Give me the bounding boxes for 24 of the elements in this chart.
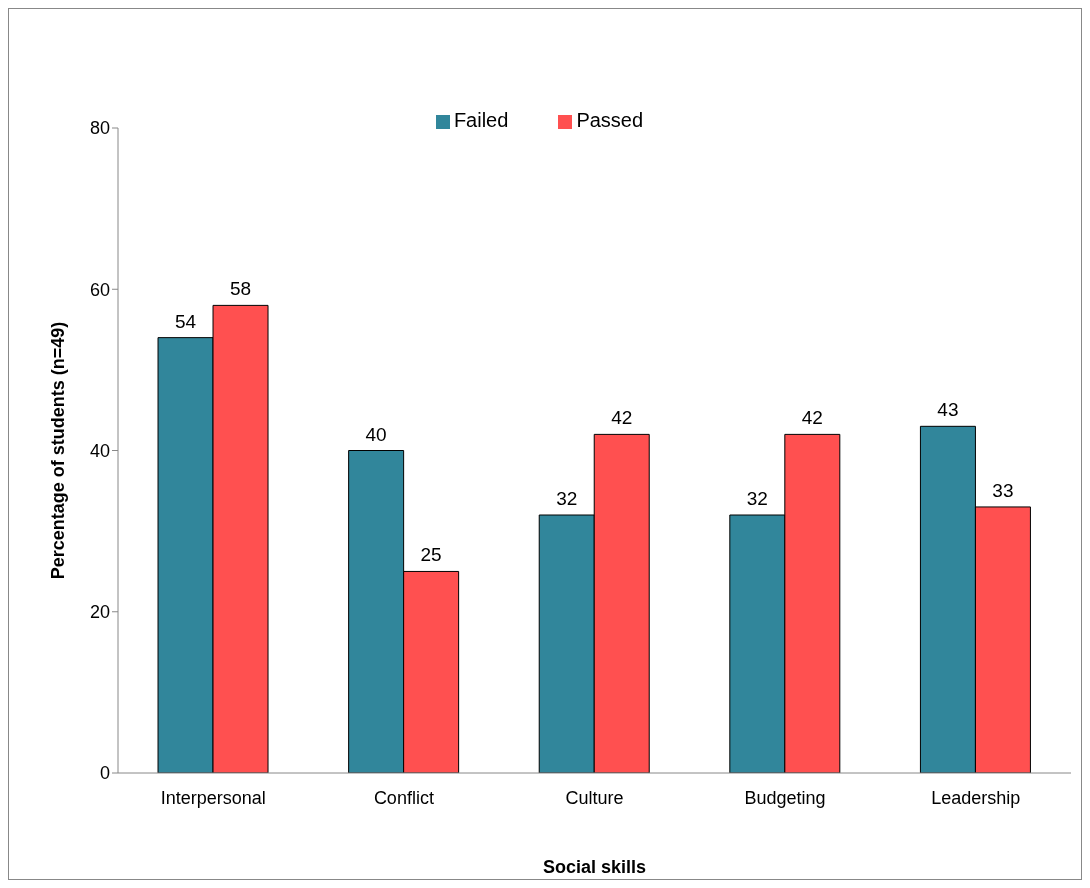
data-label: 42 <box>801 407 823 429</box>
data-label: 25 <box>420 544 442 566</box>
data-label: 43 <box>937 399 959 421</box>
y-axis-title: Percentage of students (n=49) <box>48 321 69 580</box>
data-label: 54 <box>174 310 197 332</box>
legend-label: Passed <box>576 109 644 131</box>
data-label: 33 <box>992 479 1014 501</box>
x-tick-label: Conflict <box>373 787 434 808</box>
x-tick-label: Leadership <box>931 787 1021 808</box>
data-label: 40 <box>365 423 387 445</box>
y-tick-label: 60 <box>89 279 110 300</box>
y-tick-label: 80 <box>89 118 110 139</box>
x-tick-label: Interpersonal <box>160 787 266 808</box>
data-label: 32 <box>556 488 578 509</box>
x-tick-label: Culture <box>565 787 624 808</box>
y-tick-label: 40 <box>89 440 110 461</box>
data-label: 42 <box>611 407 633 429</box>
data-label: 58 <box>229 278 252 300</box>
x-axis-title: Social skills <box>542 857 647 877</box>
x-tick-label: Budgeting <box>744 787 826 808</box>
data-label: 32 <box>746 488 768 509</box>
y-tick-label: 0 <box>99 763 110 784</box>
legend-label: Failed <box>453 109 509 131</box>
y-tick-label: 20 <box>89 602 110 623</box>
